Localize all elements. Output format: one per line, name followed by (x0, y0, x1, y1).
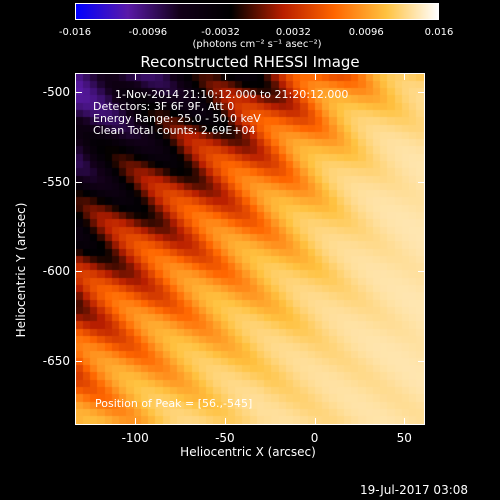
colorbar-tick-label: -0.0032 (201, 27, 240, 38)
x-tick-mark (224, 418, 226, 424)
x-tick-mark (404, 74, 406, 80)
y-tick-mark (76, 361, 82, 363)
timestamp: 19-Jul-2017 03:08 (360, 483, 469, 497)
y-tick-mark (418, 271, 424, 273)
x-axis-title: Heliocentric X (arcsec) (180, 445, 316, 459)
x-tick-label: -50 (215, 431, 235, 445)
observation-time-text: 1-Nov-2014 21:10:12.000 to 21:20:12.000 (115, 88, 349, 101)
colorbar (75, 3, 439, 20)
y-tick-mark (76, 181, 82, 183)
x-tick-mark (404, 418, 406, 424)
y-axis-title: Heliocentric Y (arcsec) (14, 202, 28, 338)
x-tick-label: -100 (121, 431, 149, 445)
x-tick-mark (224, 74, 226, 80)
colorbar-tick-label: -0.0096 (128, 27, 168, 38)
energy-range-text: Energy Range: 25.0 - 50.0 keV (93, 112, 261, 125)
x-tick-mark (314, 418, 316, 424)
clean-counts-text: Clean Total counts: 2.69E+04 (93, 124, 256, 137)
colorbar-tick-label: -0.016 (58, 27, 92, 38)
y-tick-mark (418, 361, 424, 363)
y-tick-mark (418, 181, 424, 183)
y-tick-label: -650 (42, 354, 70, 369)
heatmap-canvas (76, 74, 424, 424)
x-tick-label: 50 (396, 431, 412, 445)
peak-position-text: Position of Peak = [56.,-545] (95, 397, 253, 410)
y-tick-label: -500 (42, 84, 70, 99)
x-tick-mark (135, 418, 137, 424)
x-tick-label: 0 (310, 431, 319, 445)
y-tick-label: -600 (42, 264, 70, 279)
colorbar-tick-label: 0.016 (424, 27, 454, 38)
colorbar-tick-label: 0.0096 (348, 27, 384, 38)
y-tick-label: -550 (42, 174, 70, 189)
image-title: Reconstructed RHESSI Image (140, 53, 360, 71)
x-tick-mark (314, 74, 316, 80)
detectors-text: Detectors: 3F 6F 9F, Att 0 (93, 100, 235, 113)
colorbar-tick-label: 0.0032 (275, 27, 311, 38)
colorbar-unit-label: (photons cm⁻² s⁻¹ asec⁻²) (192, 39, 322, 50)
heatmap-plot: 1-Nov-2014 21:10:12.000 to 21:20:12.000 … (75, 73, 425, 425)
y-tick-mark (76, 91, 82, 93)
y-tick-mark (76, 271, 82, 273)
x-tick-mark (135, 74, 137, 80)
y-tick-mark (418, 91, 424, 93)
